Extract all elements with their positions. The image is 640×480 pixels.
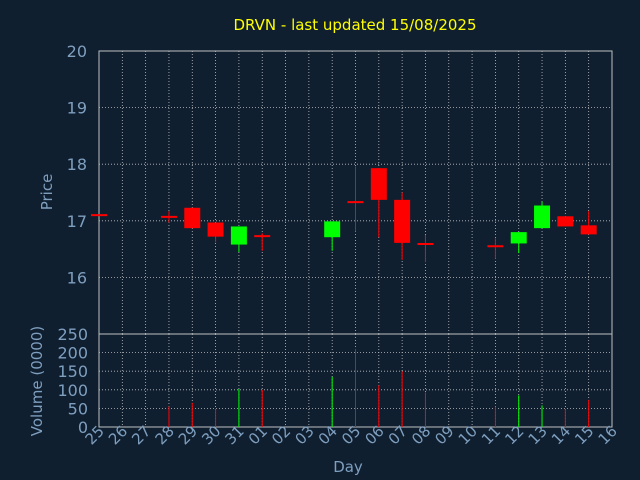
candle-body (534, 205, 551, 229)
x-tick-label: 03 (291, 422, 317, 448)
candle (347, 166, 364, 232)
candle (370, 168, 387, 238)
candle (580, 211, 597, 235)
x-tick-label: 06 (361, 422, 387, 448)
volume-axis-label: Volume (0000) (28, 326, 46, 436)
price-tick-label: 16 (67, 268, 87, 287)
volume-tick-label: 150 (57, 362, 88, 381)
volume-tick-label: 100 (57, 381, 88, 400)
volume-tick-label: 250 (57, 325, 88, 344)
candle (534, 201, 551, 229)
candle (487, 238, 504, 259)
x-tick-label: 02 (268, 422, 294, 448)
candle-body (510, 232, 527, 244)
candle (394, 192, 411, 260)
candle (184, 207, 201, 229)
price-tick-label: 18 (67, 155, 87, 174)
candle-body (557, 216, 574, 227)
candle (324, 221, 341, 251)
x-tick-label: 01 (245, 422, 271, 448)
candle-body (207, 222, 224, 237)
x-tick-label: 26 (105, 422, 131, 448)
candle-body (580, 225, 597, 235)
candle (254, 233, 271, 251)
x-tick-label: 12 (501, 422, 527, 448)
candle (160, 211, 177, 223)
candle (417, 234, 434, 263)
x-axis-label: Day (333, 458, 363, 476)
x-tick-label: 08 (408, 422, 434, 448)
candle-body (324, 221, 341, 238)
candle-body (370, 168, 387, 200)
x-tick-label: 11 (478, 422, 504, 448)
price-tick-label: 19 (67, 99, 87, 118)
x-tick-label: 28 (152, 422, 178, 448)
price-axis-label: Price (38, 174, 56, 211)
price-tick-label: 17 (67, 212, 87, 231)
x-tick-label: 04 (315, 422, 341, 448)
candle-body (230, 226, 247, 245)
price-tick-label: 20 (67, 42, 87, 61)
x-tick-label: 16 (595, 422, 621, 448)
chart-title: DRVN - last updated 15/08/2025 (233, 16, 476, 34)
x-tick-label: 29 (175, 422, 201, 448)
x-tick-label: 15 (571, 422, 597, 448)
x-tick-label: 07 (385, 422, 411, 448)
candle-body (184, 207, 201, 229)
volume-tick-label: 50 (68, 399, 88, 418)
x-tick-label: 31 (222, 422, 248, 448)
candle (207, 222, 224, 243)
x-tick-label: 14 (548, 422, 574, 448)
x-tick-label: 09 (431, 422, 457, 448)
candle-body (394, 199, 411, 243)
x-tick-label: 27 (128, 422, 154, 448)
candle (230, 226, 247, 252)
price-panel: 16 17 18 19 20 (67, 42, 613, 335)
x-tick-label: 05 (338, 422, 364, 448)
x-tick-label: 30 (198, 422, 224, 448)
candle (557, 216, 574, 227)
x-tick-label: 10 (455, 422, 481, 448)
x-tick-label: 13 (525, 422, 551, 448)
volume-tick-label: 200 (57, 344, 88, 363)
candle (510, 232, 527, 254)
volume-tick-label: 0 (78, 418, 88, 437)
volume-panel: 0501001502002502526272829303101020304050… (57, 325, 620, 448)
